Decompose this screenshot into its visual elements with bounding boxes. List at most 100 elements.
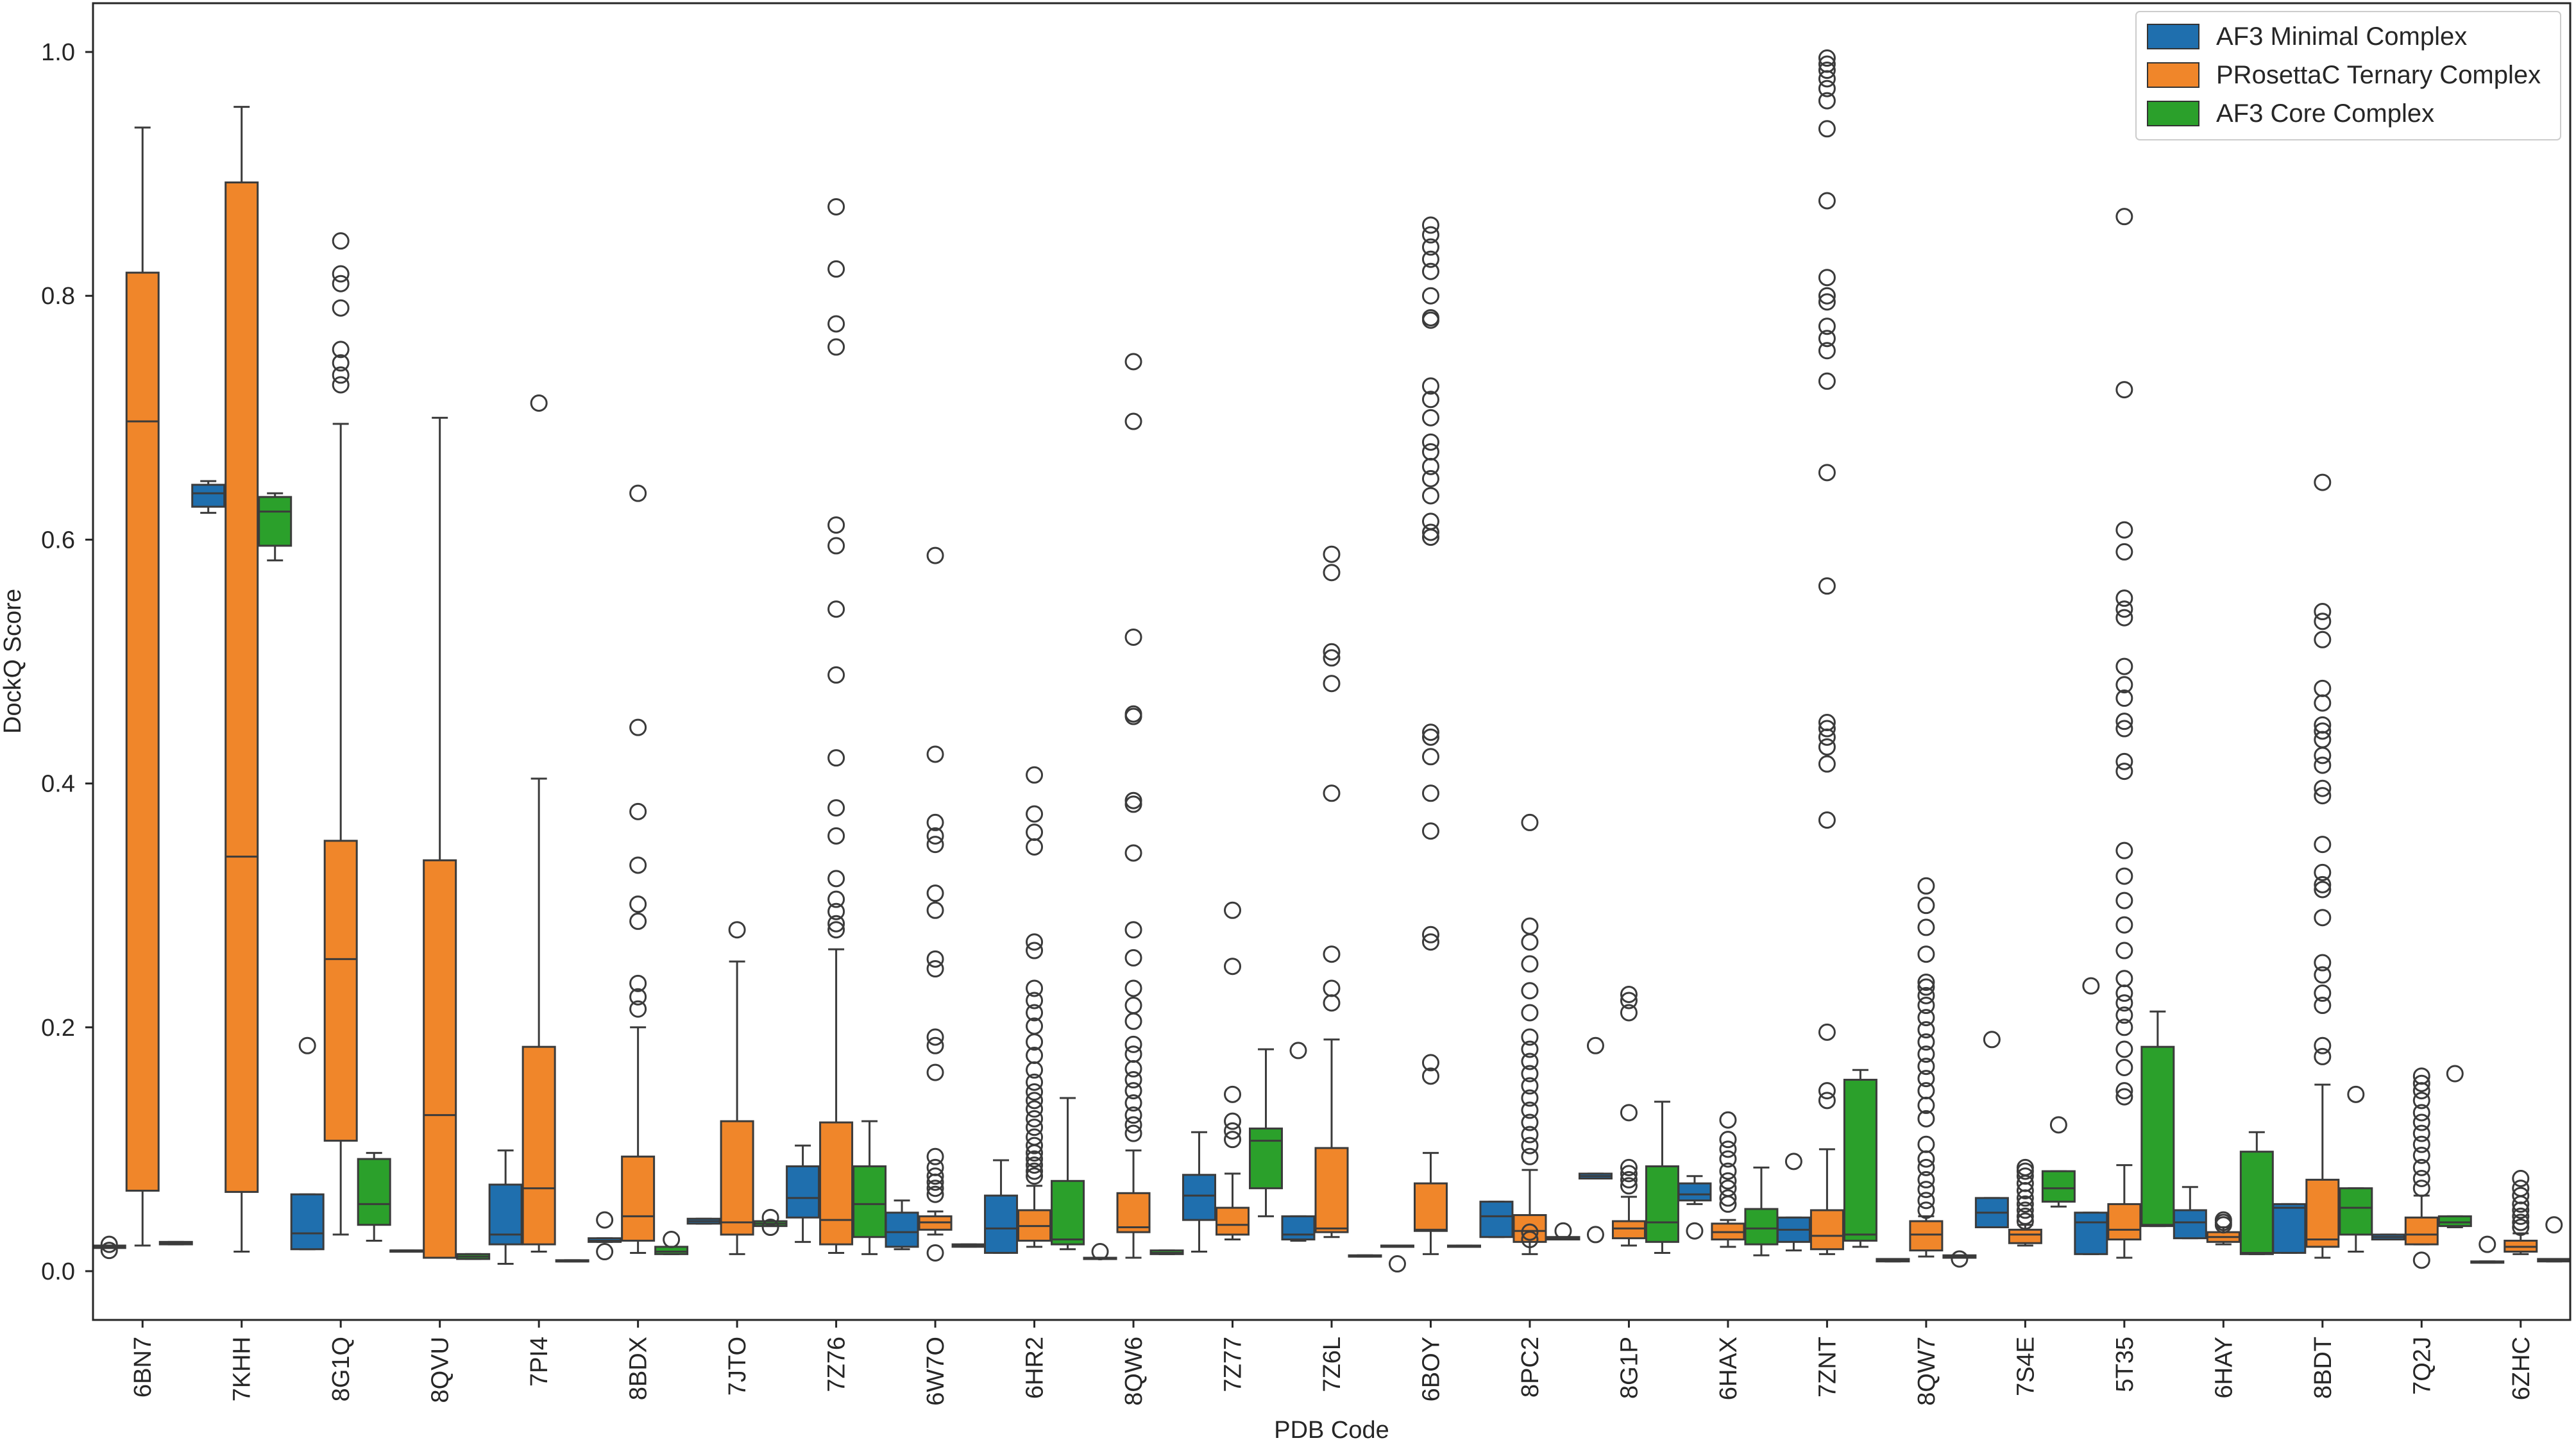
outlier-point	[2214, 1216, 2232, 1234]
legend-label-prosettac: PRosettaC Ternary Complex	[2216, 61, 2541, 89]
outlier-point	[2016, 1162, 2034, 1180]
box-6HAX-0	[1677, 1175, 1712, 1240]
box-6ZHC-1	[2504, 1169, 2538, 1255]
x-tick-label: 5T35	[2112, 1337, 2139, 1392]
box-iqr	[1843, 1079, 1877, 1242]
box-iqr	[1051, 1179, 1085, 1246]
outlier-point	[629, 895, 647, 913]
box-7KHH-1	[225, 106, 259, 1253]
outlier-point	[1620, 1170, 1638, 1188]
box-7PI4-2	[555, 1259, 589, 1263]
box-6BOY-2	[1446, 1244, 1481, 1248]
outlier-point	[1026, 1061, 1044, 1079]
box-8QVU-2	[456, 1253, 491, 1260]
box-iqr	[621, 1155, 656, 1242]
outlier-point	[2115, 689, 2133, 707]
x-tick-label: 6HAX	[1715, 1337, 1742, 1400]
outlier-point	[1521, 933, 1539, 951]
outlier-point	[2115, 763, 2133, 781]
outlier-point	[1521, 1137, 1539, 1154]
box-7PI4-1	[521, 394, 556, 1253]
outlier-point	[1421, 1067, 1439, 1085]
outlier-point	[1818, 728, 1836, 746]
outlier-point	[1818, 1082, 1836, 1100]
outlier-point	[1818, 62, 1836, 80]
box-8G1Q-0	[290, 1036, 325, 1251]
box-8QW6-2	[1149, 1249, 1184, 1255]
outlier-point	[926, 1244, 944, 1262]
outlier-point	[827, 799, 845, 817]
outlier-point	[2545, 1216, 2563, 1234]
outlier-point	[926, 813, 944, 831]
outlier-point	[1224, 1085, 1242, 1103]
outlier-point	[2314, 722, 2332, 740]
outlier-point	[332, 341, 350, 359]
outlier-point	[926, 950, 944, 968]
outlier-point	[1421, 238, 1439, 256]
outlier-point	[1421, 822, 1439, 840]
legend-label-af3-core: AF3 Core Complex	[2216, 99, 2434, 128]
x-tick-label: 8BDT	[2310, 1337, 2337, 1399]
outlier-point	[2314, 473, 2332, 491]
box-iqr	[2041, 1170, 2076, 1203]
y-axis: 0.0 0.2 0.4 0.6 0.8 1.0	[41, 39, 93, 1285]
outlier-point	[1124, 628, 1142, 646]
outlier-point	[1421, 487, 1439, 505]
outlier-point	[2115, 600, 2133, 618]
outlier-point	[2512, 1169, 2530, 1187]
outlier-point	[926, 1179, 944, 1197]
outlier-point	[1124, 353, 1142, 371]
outlier-point	[100, 1242, 118, 1260]
outlier-point	[1124, 1094, 1142, 1112]
outlier-point	[1421, 377, 1439, 395]
box-8PC2-0	[1479, 1201, 1514, 1238]
outlier-point	[1719, 1111, 1737, 1129]
box-iqr	[1216, 1206, 1250, 1236]
box-iqr	[2239, 1151, 2274, 1255]
x-tick-label: 7Z77	[1220, 1337, 1247, 1392]
box-6HAX-2	[1744, 1166, 1779, 1256]
box-7Z77-2	[1249, 1048, 1284, 1217]
x-tick-label: 7Z6L	[1319, 1337, 1346, 1392]
outlier-point	[1224, 1122, 1242, 1140]
y-tick-label: 0.0	[41, 1258, 75, 1285]
outlier-point	[1917, 997, 1935, 1015]
box-8G1P-2	[1645, 1101, 1679, 1254]
outlier-point	[1620, 1177, 1638, 1195]
outlier-point	[2412, 1082, 2430, 1100]
outlier-point	[1521, 1231, 1539, 1249]
outlier-point	[1026, 766, 1044, 784]
outlier-point	[629, 1000, 647, 1018]
outlier-point	[2115, 867, 2133, 885]
x-axis: 6BN7 7KHH 8G1Q 8QVU 7PI4 8BDX 7JTO 7Z76 6W7O 6HR2…	[130, 1320, 2535, 1406]
box-6BN7-1	[125, 126, 160, 1247]
outlier-point	[2115, 752, 2133, 770]
outlier-point	[827, 516, 845, 534]
outlier-point	[926, 901, 944, 919]
outlier-point	[1421, 469, 1439, 487]
box-8PC2-2	[1546, 1222, 1580, 1241]
x-tick-label: 8G1P	[1616, 1337, 1643, 1399]
outlier-point	[1323, 945, 1341, 963]
box-7ZNT-0	[1776, 1153, 1811, 1252]
outlier-point	[1224, 1131, 1242, 1149]
outlier-point	[1323, 564, 1341, 582]
box-7Q2J-0	[2371, 1233, 2405, 1241]
outlier-point	[1917, 1170, 1935, 1188]
outlier-point	[100, 1235, 118, 1253]
legend-swatch-af3-minimal	[2147, 24, 2199, 49]
box-iqr	[2008, 1228, 2042, 1244]
outlier-point	[1521, 1147, 1539, 1165]
box-7Z6L-0	[1281, 1042, 1316, 1242]
outlier-point	[1818, 120, 1836, 138]
box-7Q2J-1	[2404, 1067, 2439, 1269]
box-iqr	[2305, 1178, 2340, 1248]
box-6HAY-2	[2239, 1131, 2274, 1255]
outlier-point	[2016, 1212, 2034, 1230]
outlier-point	[1026, 992, 1044, 1010]
outlier-point	[2412, 1146, 2430, 1164]
outlier-point	[827, 315, 845, 333]
box-8QW7-2	[1942, 1250, 1977, 1268]
box-6ZHC-2	[2537, 1216, 2572, 1263]
outlier-point	[1421, 723, 1439, 741]
